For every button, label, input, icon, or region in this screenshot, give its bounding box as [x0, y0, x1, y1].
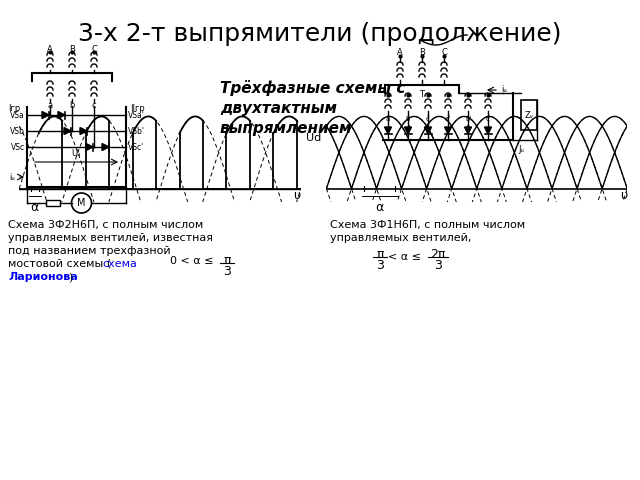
Polygon shape — [86, 144, 93, 151]
Bar — [521, 100, 537, 130]
Text: a: a — [47, 101, 52, 110]
Polygon shape — [404, 127, 412, 134]
Text: υ: υ — [294, 189, 301, 203]
Text: Iгр: Iгр — [8, 104, 20, 113]
Text: II: II — [465, 125, 470, 134]
Polygon shape — [42, 111, 49, 119]
Text: C: C — [91, 45, 97, 54]
Polygon shape — [58, 111, 65, 119]
Polygon shape — [424, 127, 431, 134]
Text: c: c — [426, 116, 430, 122]
Text: мостовой схемы (: мостовой схемы ( — [8, 259, 111, 269]
Text: C: C — [441, 48, 447, 57]
Text: I: I — [407, 125, 409, 134]
Text: T: T — [419, 90, 424, 99]
Polygon shape — [465, 127, 472, 134]
Text: Схема 3Ф1Н6П, с полным числом: Схема 3Ф1Н6П, с полным числом — [330, 220, 525, 230]
Text: Схема 3Ф2Н6П, с полным числом: Схема 3Ф2Н6П, с полным числом — [8, 220, 204, 230]
Text: 3: 3 — [434, 259, 442, 272]
Text: π: π — [376, 248, 384, 261]
Text: VSc: VSc — [11, 143, 25, 152]
Polygon shape — [445, 127, 451, 134]
Text: VSa': VSa' — [128, 110, 145, 120]
Text: υ: υ — [620, 189, 627, 203]
Text: 3-х 2-т выпрямители (продолжение): 3-х 2-т выпрямители (продолжение) — [78, 22, 562, 46]
Text: Трёхфазные схемы с
двухтактным
выпрямлением: Трёхфазные схемы с двухтактным выпрямлен… — [220, 80, 405, 136]
Text: iᵤ: iᵤ — [9, 172, 15, 181]
Text: c: c — [92, 101, 96, 110]
Text: Uᵤ: Uᵤ — [72, 149, 81, 158]
Polygon shape — [64, 128, 71, 134]
Text: ): ) — [68, 272, 72, 282]
Text: управляемых вентилей, известная: управляемых вентилей, известная — [8, 233, 213, 243]
Text: Jᵤ: Jᵤ — [518, 145, 524, 154]
Text: Zᵥ: Zᵥ — [524, 110, 534, 120]
Text: b': b' — [465, 116, 471, 122]
Text: π: π — [223, 254, 231, 267]
Text: под названием трехфазной: под названием трехфазной — [8, 246, 171, 256]
Text: a': a' — [445, 116, 451, 122]
Text: 0 < α ≤: 0 < α ≤ — [170, 256, 214, 266]
Text: управляемых вентилей,: управляемых вентилей, — [330, 233, 472, 243]
Text: c': c' — [485, 116, 491, 122]
Text: B: B — [69, 45, 75, 54]
Text: A: A — [47, 45, 53, 54]
Text: VSb': VSb' — [128, 127, 145, 135]
Bar — [45, 200, 60, 206]
Polygon shape — [484, 127, 492, 134]
Text: IIгр: IIгр — [130, 104, 145, 113]
Text: схема: схема — [102, 259, 137, 269]
Text: VSc': VSc' — [128, 143, 144, 152]
Text: M: M — [77, 198, 86, 208]
Text: 3: 3 — [376, 259, 384, 272]
Text: < α ≤: < α ≤ — [388, 252, 421, 262]
Text: α: α — [31, 201, 39, 214]
Polygon shape — [80, 128, 87, 134]
Text: Ud: Ud — [307, 133, 322, 143]
Text: iᵤ: iᵤ — [501, 85, 507, 95]
Text: b: b — [69, 101, 75, 110]
Text: A: A — [397, 48, 403, 57]
Text: a: a — [386, 116, 390, 122]
Text: b: b — [406, 116, 410, 122]
Text: VSa: VSa — [10, 110, 25, 120]
Text: VSb: VSb — [10, 127, 25, 135]
Text: B: B — [419, 48, 425, 57]
Text: 2π: 2π — [430, 248, 445, 261]
Polygon shape — [102, 144, 109, 151]
Text: α: α — [376, 201, 384, 214]
Polygon shape — [385, 127, 392, 134]
Text: Ларионова: Ларионова — [8, 272, 77, 282]
Text: 3: 3 — [223, 265, 231, 278]
